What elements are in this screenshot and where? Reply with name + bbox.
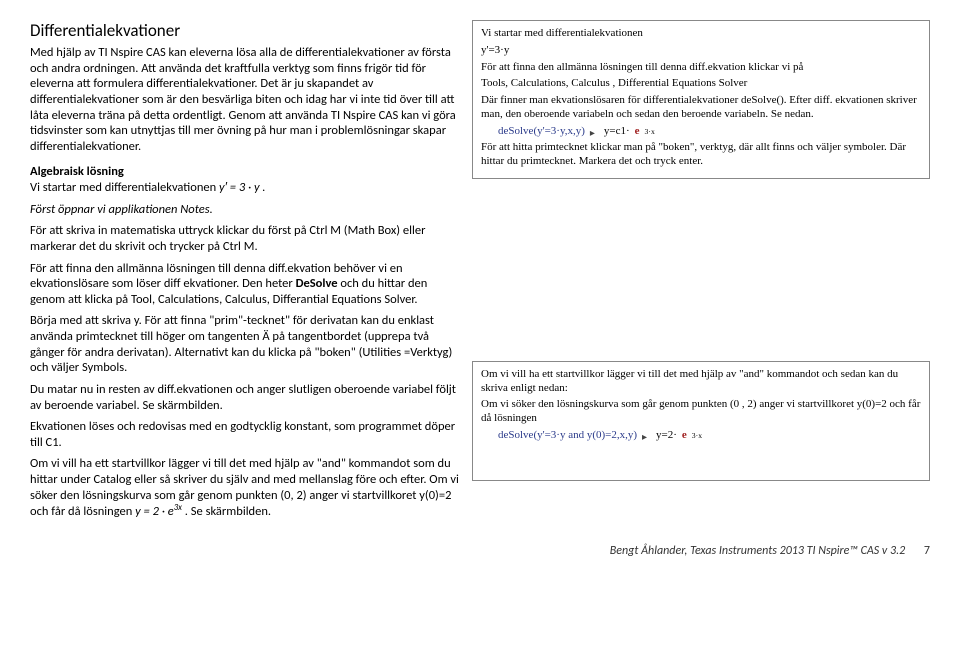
screenshot-1: Vi startar med differentialekvationen y'… [472, 20, 930, 179]
result-arrow-icon [642, 431, 651, 440]
page-number: 7 [924, 544, 930, 558]
desolve-call-2: deSolve(y'=3·y and y(0)=2,x,y) [498, 429, 637, 443]
page-title: Differentialekvationer [30, 20, 460, 41]
startvillkor-paragraph: Om vi vill ha ett startvillkor lägger vi… [30, 456, 460, 520]
shot1-line4: Tools, Calculations, Calculus , Differen… [481, 77, 921, 91]
result-arrow-icon [590, 127, 599, 136]
shot1-eq: y'=3·y [481, 44, 921, 58]
alg-equation: y′ = 3 · y . [219, 180, 266, 195]
shot1-desolve-line: deSolve(y'=3·y,x,y) y=c1·e3·x [481, 125, 921, 139]
shot1-line1: Vi startar med differentialekvationen [481, 27, 921, 41]
page-footer: Bengt Åhlander, Texas Instruments 2013 T… [30, 544, 930, 558]
prim-paragraph: Börja med att skriva y. För att finna "p… [30, 313, 460, 376]
shot1-line3: För att finna den allmänna lösningen til… [481, 61, 921, 75]
footer-text: Bengt Åhlander, Texas Instruments 2013 T… [610, 544, 905, 558]
mathbox-line: För att skriva in matematiska uttryck kl… [30, 223, 460, 254]
notes-line: Först öppnar vi applikationen Notes. [30, 202, 460, 218]
intro-paragraph: Med hjälp av TI Nspire CAS kan eleverna … [30, 45, 460, 154]
shot2-line2: Om vi söker den lösningskurva som går ge… [481, 398, 921, 426]
desolve-paragraph: För att finna den allmänna lösningen til… [30, 261, 460, 308]
shot2-desolve-line: deSolve(y'=3·y and y(0)=2,x,y) y=2·e3·x [481, 429, 921, 443]
shot1-line7: För att hitta primtecknet klickar man på… [481, 141, 921, 169]
alg-line-1a: Vi startar med differentialekvationen [30, 180, 219, 195]
screenshot-2: Om vi vill ha ett startvillkor lägger vi… [472, 361, 930, 481]
input-paragraph: Du matar nu in resten av diff.ekvationen… [30, 382, 460, 413]
alg-heading: Algebraisk lösning [30, 164, 124, 179]
shot1-line5: Där finner man ekvationslösaren för diff… [481, 94, 921, 122]
desolve-call: deSolve(y'=3·y,x,y) [498, 125, 585, 139]
shot2-line1: Om vi vill ha ett startvillkor lägger vi… [481, 368, 921, 396]
c1-paragraph: Ekvationen löses och redovisas med en go… [30, 419, 460, 450]
